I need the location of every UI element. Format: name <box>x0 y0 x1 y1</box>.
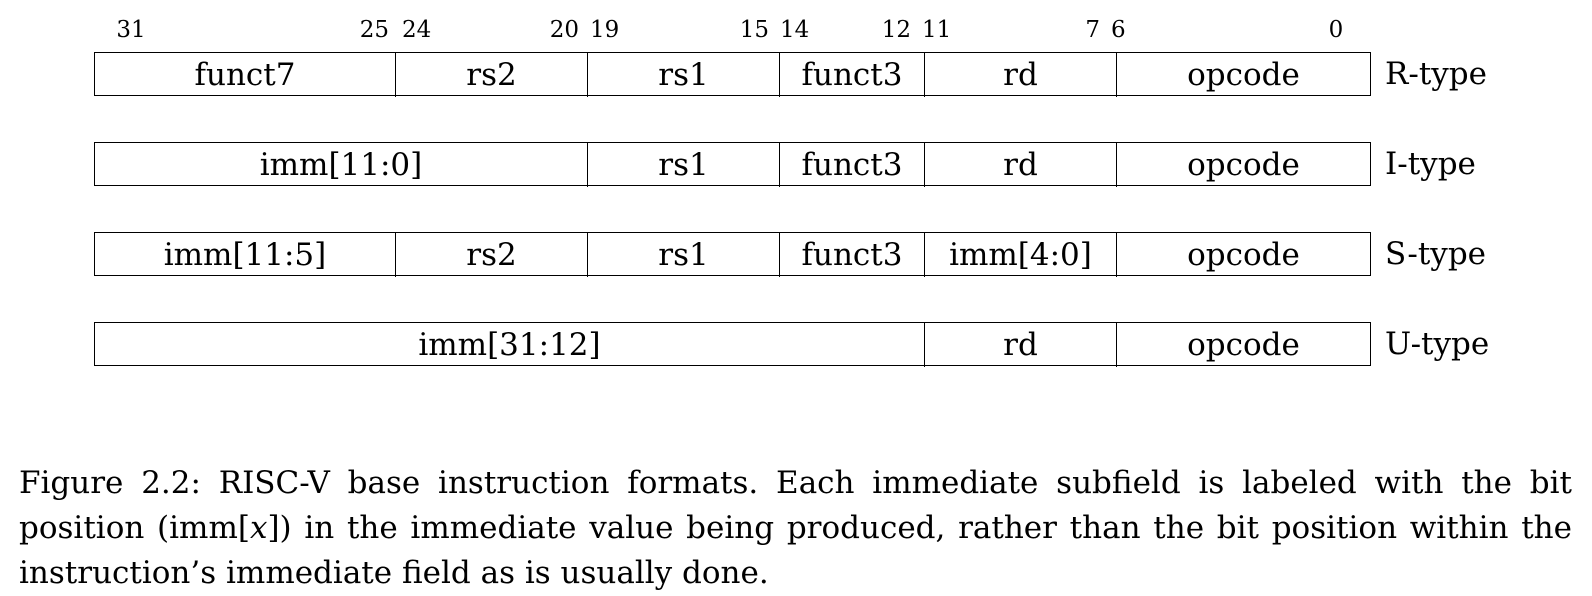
bit-label-6: 6 <box>1111 17 1126 43</box>
bit-label-15: 15 <box>739 17 769 43</box>
bit-label-25: 25 <box>359 17 389 43</box>
field-imm-4-0: imm[4:0] <box>924 233 1116 277</box>
bit-label-31: 31 <box>116 17 146 43</box>
field-imm-11-5: imm[11:5] <box>163 237 327 273</box>
field-funct7: funct7 <box>194 57 296 93</box>
field-rd: rd <box>924 143 1116 187</box>
format-row-u-type: imm[31:12] rd opcode U-type <box>0 322 1592 368</box>
bit-label-20: 20 <box>549 17 579 43</box>
bit-label-7: 7 <box>1085 17 1100 43</box>
field-rs1: rs1 <box>587 233 779 277</box>
field-rs2: rs2 <box>395 53 587 97</box>
bit-label-11: 11 <box>922 17 952 43</box>
instruction-frame: imm[11:0] rs1 funct3 rd opcode <box>94 142 1371 187</box>
format-label-i-type: I-type <box>1385 146 1476 182</box>
field-rs2: rs2 <box>395 233 587 277</box>
field-imm-31-12: imm[31:12] <box>418 327 601 363</box>
field-rd: rd <box>924 53 1116 97</box>
field-funct3: funct3 <box>779 233 924 277</box>
figure-caption: Figure 2.2: RISC-V base instruction form… <box>19 461 1572 596</box>
field-imm-11-0: imm[11:0] <box>259 147 423 183</box>
format-row-i-type: imm[11:0] rs1 funct3 rd opcode I-type <box>0 142 1592 188</box>
field-rd: rd <box>924 323 1116 367</box>
field-opcode: opcode <box>1116 53 1370 97</box>
field-rs1: rs1 <box>587 143 779 187</box>
field-funct3: funct3 <box>779 53 924 97</box>
instruction-frame: funct7 rs2 rs1 funct3 rd opcode <box>94 52 1371 97</box>
format-row-s-type: imm[11:5] rs2 rs1 funct3 imm[4:0] opcode… <box>0 232 1592 278</box>
bit-label-12: 12 <box>881 17 911 43</box>
field-opcode: opcode <box>1116 143 1370 187</box>
format-row-r-type: funct7 rs2 rs1 funct3 rd opcode R-type <box>0 52 1592 98</box>
field-rs1: rs1 <box>587 53 779 97</box>
field-opcode: opcode <box>1116 323 1370 367</box>
bit-label-0: 0 <box>1328 17 1344 43</box>
caption-text-start: Figure 2.2: RISC-V base instruction form… <box>19 465 1572 546</box>
format-label-s-type: S-type <box>1385 236 1487 272</box>
instruction-format-diagram: 31 25 24 20 19 15 14 12 11 7 6 0 funct7 … <box>0 17 1592 368</box>
caption-math-variable: x <box>249 510 268 546</box>
field-opcode: opcode <box>1116 233 1370 277</box>
format-label-u-type: U-type <box>1385 326 1490 362</box>
bit-label-24: 24 <box>402 17 432 43</box>
instruction-frame: imm[31:12] rd opcode <box>94 322 1371 367</box>
field-funct3: funct3 <box>779 143 924 187</box>
bit-label-19: 19 <box>590 17 620 43</box>
bit-label-14: 14 <box>780 17 810 43</box>
format-label-r-type: R-type <box>1385 56 1487 92</box>
instruction-frame: imm[11:5] rs2 rs1 funct3 imm[4:0] opcode <box>94 232 1371 277</box>
